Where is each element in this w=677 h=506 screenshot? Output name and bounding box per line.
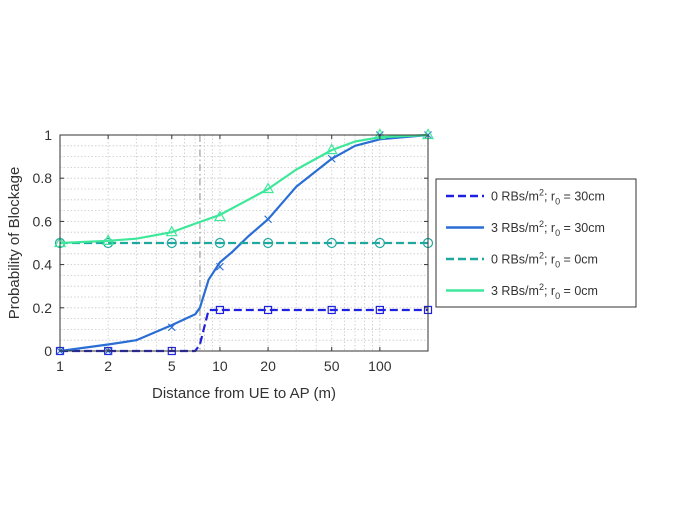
x-tick-label: 10 (212, 358, 228, 374)
legend-label: 3 RBs/m2; r0 = 0cm (491, 282, 598, 301)
data-point-x (216, 262, 224, 271)
series-line (59, 133, 429, 245)
series-1 (55, 305, 433, 356)
legend-entry: 0 RBs/m2; r0 = 0cm (446, 251, 598, 270)
y-tick-label: 0.2 (33, 300, 53, 316)
legend-entry: 0 RBs/m2; r0 = 30cm (446, 188, 605, 207)
data-point-circle (262, 237, 274, 249)
data-point-triangle (325, 143, 338, 155)
data-point-circle (374, 237, 385, 249)
series-4 (53, 128, 435, 248)
y-tick-label: 0.8 (33, 170, 53, 186)
y-tick-label: 0.6 (33, 213, 53, 229)
data-point-x (327, 154, 336, 163)
x-tick-label: 5 (168, 358, 176, 374)
x-axis-label: Distance from UE to AP (m) (152, 385, 336, 402)
data-point-circle (214, 237, 226, 249)
data-point-square (215, 305, 225, 315)
legend-entry: 3 RBs/m2; r0 = 30cm (446, 219, 605, 238)
legend-box (435, 178, 637, 308)
series-line (59, 133, 429, 353)
legend-entry: 3 RBs/m2; r0 = 0cm (446, 282, 598, 301)
data-point-triangle (213, 210, 226, 222)
series-line (60, 308, 428, 353)
data-point-triangle (262, 182, 275, 194)
legend-label: 0 RBs/m2; r0 = 30cm (491, 188, 605, 207)
x-tick-label: 50 (324, 358, 340, 374)
x-tick-label: 2 (104, 358, 112, 374)
legend-label: 3 RBs/m2; r0 = 30cm (491, 219, 605, 238)
data-point-square (263, 305, 273, 315)
x-tick-label: 1 (56, 358, 64, 374)
legend: 0 RBs/m2; r0 = 30cm 3 RBs/m2; r0 = 30cm 0 … (435, 178, 637, 308)
y-tick-label: 1 (44, 127, 52, 143)
data-point-triangle (102, 234, 115, 245)
data-point-circle (166, 237, 177, 249)
y-tick-label: 0.4 (33, 257, 53, 273)
data-point-square (375, 305, 384, 315)
plot-area-frame (59, 134, 429, 352)
data-point-circle (326, 237, 337, 249)
y-axis-ticks: 0 0.2 0.4 0.6 0.8 1 (33, 127, 428, 359)
y-tick-label: 0 (44, 343, 52, 359)
legend-items: 0 RBs/m2; r0 = 30cm 3 RBs/m2; r0 = 30cm 0 … (446, 188, 605, 301)
data-point-triangle (165, 225, 178, 237)
x-tick-label: 100 (368, 358, 392, 374)
x-axis-ticks: 1 2 5 10 20 50 100 (56, 135, 392, 374)
data-point-x (264, 215, 272, 224)
legend-label: 0 RBs/m2; r0 = 0cm (491, 251, 598, 270)
data-point-x (167, 323, 176, 332)
series-3 (54, 237, 434, 249)
x-tick-label: 20 (260, 358, 276, 374)
y-axis-label: Probability of Blockage (6, 167, 23, 320)
data-point-square (327, 305, 336, 315)
series-group (53, 128, 435, 356)
